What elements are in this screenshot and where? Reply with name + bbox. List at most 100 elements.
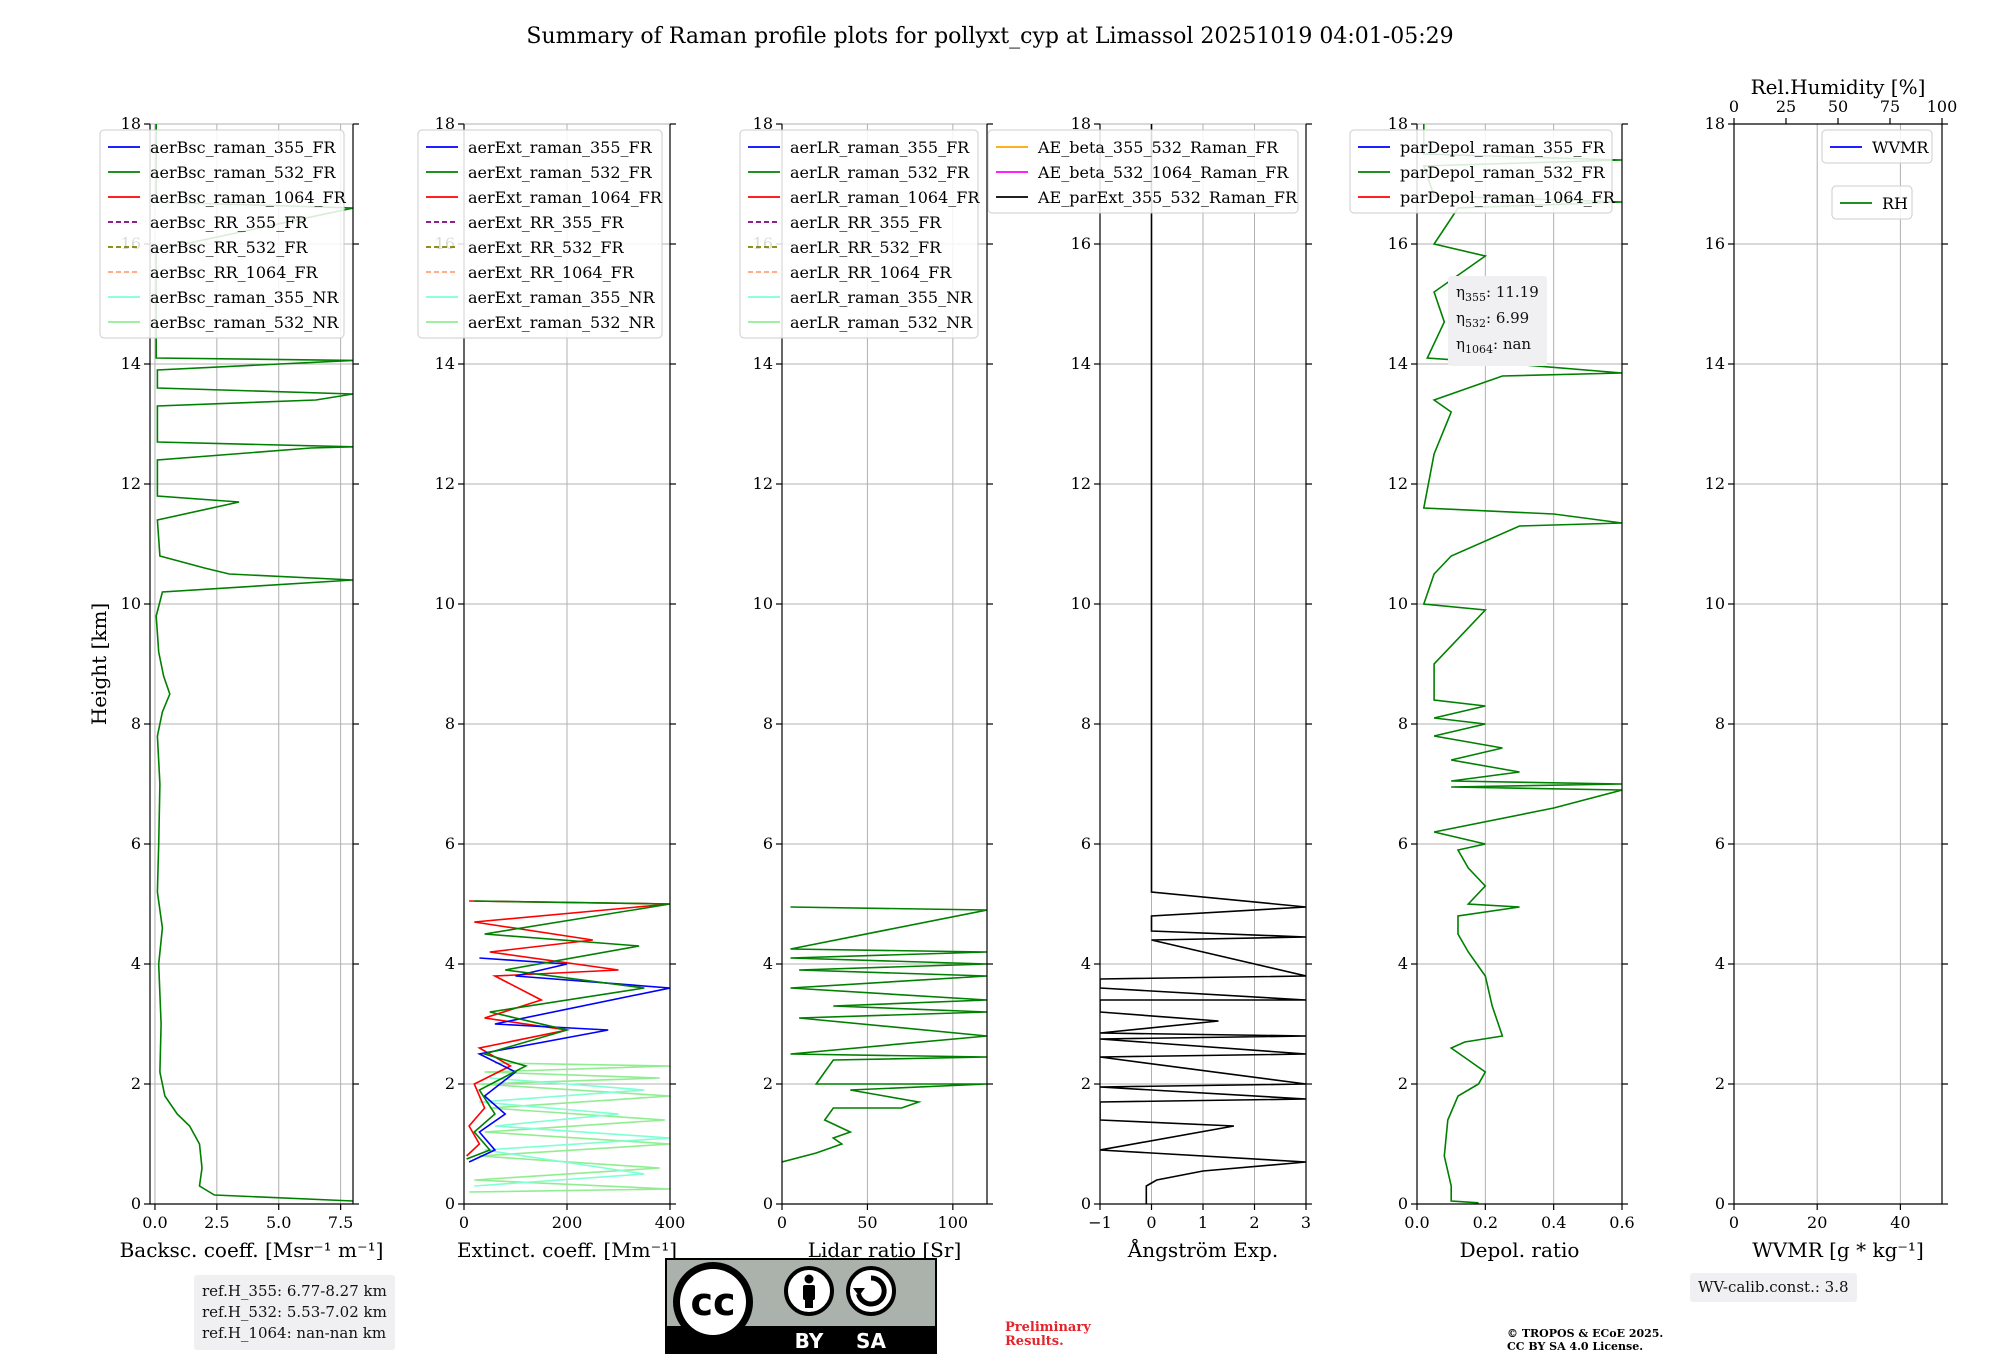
x-tick-label: 0	[1146, 1213, 1156, 1232]
y-tick-label: 6	[1081, 834, 1091, 853]
x-axis-label: Depol. ratio	[1460, 1238, 1580, 1262]
x-tick-label: 20	[1807, 1213, 1827, 1232]
cc-by-sa-logo: cc BY SA	[665, 1258, 937, 1354]
top-x-tick-label: 75	[1880, 97, 1900, 116]
y-tick-label: 4	[1081, 954, 1091, 973]
x-tick-label: 5.0	[266, 1213, 291, 1232]
legend-rh-entry: RH	[1882, 194, 1908, 213]
y-tick-label: 14	[753, 354, 773, 373]
legend-entry: aerExt_raman_532_FR	[468, 163, 653, 182]
y-tick-label: 2	[445, 1074, 455, 1093]
legend-entry: aerLR_raman_532_NR	[790, 313, 973, 332]
y-tick-label: 6	[1398, 834, 1408, 853]
x-tick-label: 7.5	[328, 1213, 353, 1232]
share-alike-icon	[846, 1266, 896, 1316]
x-tick-label: 0.4	[1541, 1213, 1566, 1232]
y-tick-label: 14	[121, 354, 141, 373]
copyright-line1: © TROPOS & ECoE 2025.	[1507, 1327, 1664, 1340]
y-tick-label: 18	[435, 114, 455, 133]
x-tick-label: 0	[459, 1213, 469, 1232]
y-tick-label: 18	[1388, 114, 1408, 133]
y-tick-label: 4	[763, 954, 773, 973]
wv-calib-box: WV-calib.const.: 3.8	[1690, 1273, 1857, 1302]
x-tick-label: 0.0	[1404, 1213, 1429, 1232]
legend-entry: aerLR_raman_532_FR	[790, 163, 970, 182]
legend-entry: aerBsc_raman_532_NR	[150, 313, 339, 332]
y-tick-label: 8	[445, 714, 455, 733]
reference-height-box: ref.H_355: 6.77-8.27 km ref.H_532: 5.53-…	[194, 1275, 395, 1350]
y-tick-label: 2	[131, 1074, 141, 1093]
cc-text: cc	[690, 1280, 735, 1324]
cc-by-label: BY	[795, 1329, 824, 1353]
preliminary-line2: Results.	[1005, 1334, 1064, 1349]
legend-entry: aerExt_RR_532_FR	[468, 238, 625, 257]
y-tick-label: 12	[1705, 474, 1725, 493]
y-tick-label: 2	[763, 1074, 773, 1093]
y-tick-label: 8	[763, 714, 773, 733]
series-line-aerExt_raman_1064_FR	[466, 900, 670, 1157]
legend-entry: parDepol_raman_1064_FR	[1400, 188, 1616, 207]
y-tick-label: 4	[131, 954, 141, 973]
series-line-aerExt_raman_532_FR	[466, 900, 670, 1160]
top-x-tick-label: 0	[1729, 97, 1739, 116]
legend-entry: AE_beta_532_1064_Raman_FR	[1037, 163, 1289, 182]
series-line-parDepol_raman_532_FR	[1422, 124, 1622, 1204]
legend-entry: aerLR_RR_355_FR	[790, 213, 942, 232]
y-tick-label: 10	[435, 594, 455, 613]
chart-panel-dep: 0 2 4 6 8 10 12 14 16 18 0.0 0.2 0.4 0.6 Depol. ratio p…	[1349, 114, 1635, 1262]
y-tick-label: 12	[1388, 474, 1408, 493]
eta-box: η355: 11.19 η532: 6.99 η1064: nan	[1448, 276, 1547, 366]
y-tick-label: 14	[435, 354, 455, 373]
y-tick-label: 12	[753, 474, 773, 493]
legend-entry: aerLR_RR_532_FR	[790, 238, 942, 257]
x-tick-label: 200	[552, 1213, 583, 1232]
series-line-aerLR_raman_532_FR	[782, 906, 987, 1163]
legend-entry: aerExt_RR_1064_FR	[468, 263, 635, 282]
x-axis-label: Backsc. coeff. [Msr⁻¹ m⁻¹]	[120, 1238, 384, 1262]
top-x-tick-label: 50	[1828, 97, 1848, 116]
y-tick-label: 2	[1081, 1074, 1091, 1093]
legend-frame	[739, 129, 979, 339]
legend-entry: aerLR_raman_355_NR	[790, 288, 973, 307]
x-tick-label: 3	[1301, 1213, 1311, 1232]
x-tick-label: 400	[655, 1213, 686, 1232]
y-tick-label: 18	[1071, 114, 1091, 133]
x-tick-label: 0.2	[1473, 1213, 1498, 1232]
x-tick-label: 2.5	[204, 1213, 229, 1232]
legend-entry: aerBsc_raman_355_NR	[150, 288, 339, 307]
eta-1064: η1064: nan	[1456, 335, 1532, 356]
top-x-tick-label: 100	[1927, 97, 1958, 116]
legend-entry: AE_parExt_355_532_Raman_FR	[1037, 188, 1298, 207]
legend-entry: aerBsc_RR_355_FR	[150, 213, 308, 232]
x-tick-label: 100	[938, 1213, 969, 1232]
top-x-tick-label: 25	[1776, 97, 1796, 116]
legend-frame	[417, 129, 663, 339]
eta-355-value: 11.19	[1495, 283, 1539, 301]
y-tick-label: 8	[1715, 714, 1725, 733]
y-tick-label: 4	[1715, 954, 1725, 973]
y-tick-label: 12	[1071, 474, 1091, 493]
legend-entry: aerLR_raman_1064_FR	[790, 188, 980, 207]
x-axis-label: Ångström Exp.	[1127, 1237, 1278, 1262]
y-tick-label: 18	[753, 114, 773, 133]
y-tick-label: 0	[1398, 1194, 1408, 1213]
series-line-aerExt_raman_355_NR	[474, 1077, 670, 1187]
series-line-aerBsc_raman_532_FR	[155, 124, 353, 1202]
x-tick-label: 0.6	[1609, 1213, 1634, 1232]
y-tick-label: 16	[1388, 234, 1408, 253]
y-tick-label: 18	[121, 114, 141, 133]
preliminary-line1: Preliminary	[1005, 1320, 1091, 1335]
chart-panel-lr: 024681012141618050100Lidar ratio [Sr]aer…	[739, 114, 993, 1262]
legend-entry: aerBsc_raman_532_FR	[150, 163, 336, 182]
legend-entry: parDepol_raman_532_FR	[1400, 163, 1606, 182]
y-tick-label: 6	[1715, 834, 1725, 853]
legend-entry: aerExt_raman_1064_FR	[468, 188, 663, 207]
series-line-aerExt_raman_532_NR	[469, 1062, 670, 1193]
x-tick-label: 50	[857, 1213, 877, 1232]
y-tick-label: 0	[445, 1194, 455, 1213]
preliminary-note: Preliminary Results.	[1005, 1321, 1091, 1349]
y-tick-label: 0	[131, 1194, 141, 1213]
